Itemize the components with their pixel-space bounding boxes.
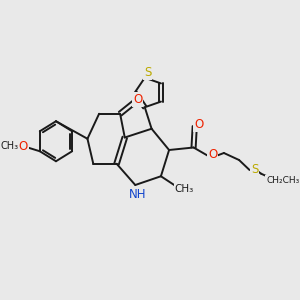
- Text: O: O: [208, 148, 217, 161]
- Text: O: O: [133, 93, 142, 106]
- Text: CH₂CH₃: CH₂CH₃: [266, 176, 299, 185]
- Text: S: S: [144, 66, 151, 79]
- Text: O: O: [194, 118, 204, 131]
- Text: CH₃: CH₃: [0, 141, 19, 151]
- Text: S: S: [251, 163, 258, 176]
- Text: O: O: [18, 140, 28, 153]
- Text: CH₃: CH₃: [175, 184, 194, 194]
- Text: NH: NH: [129, 188, 146, 201]
